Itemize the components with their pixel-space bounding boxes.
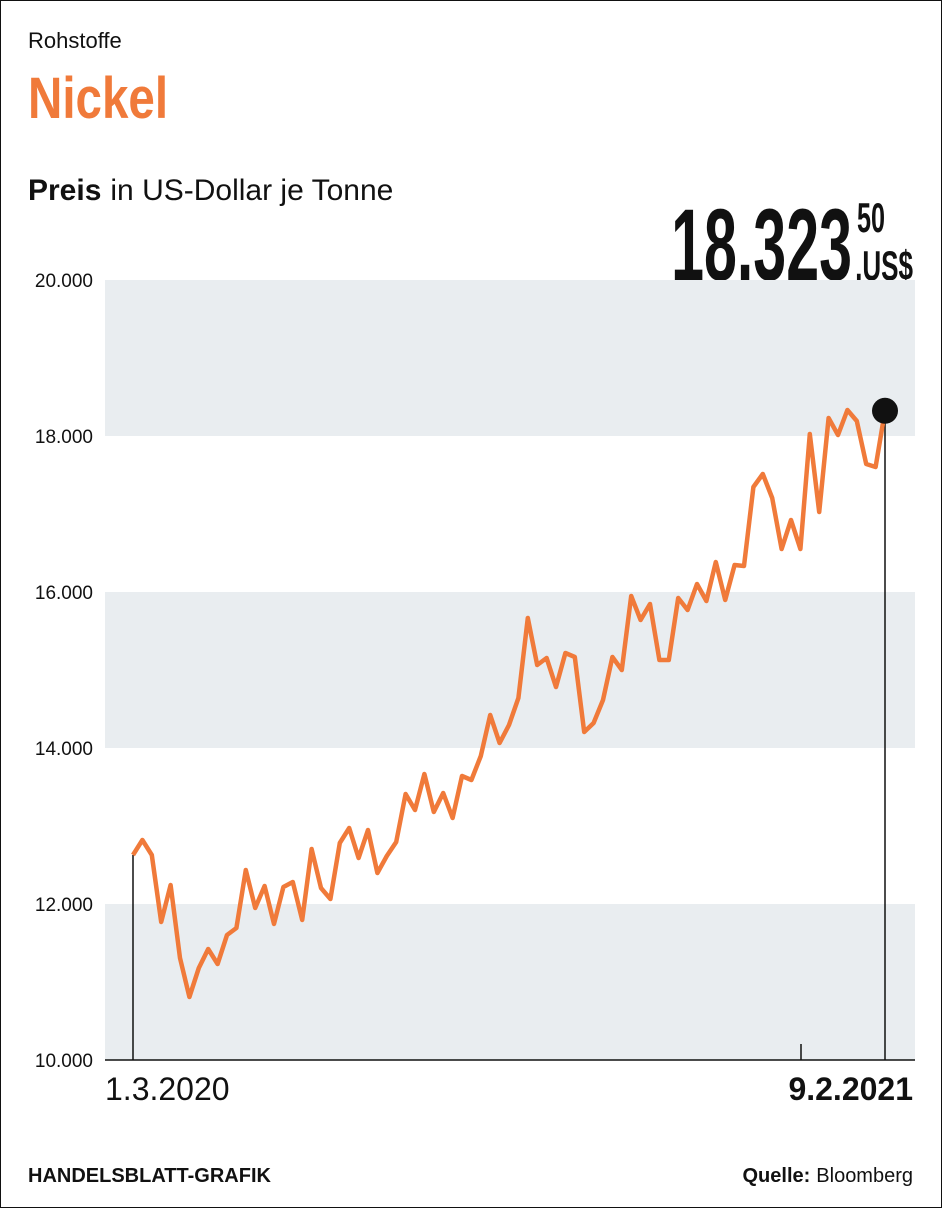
headline-cents: 50 (857, 196, 885, 242)
y-tick-label: 12.000 (35, 895, 93, 916)
y-tick-label: 14.000 (35, 739, 93, 760)
y-tick-label: 18.000 (35, 427, 93, 448)
x-tick-label: 9.2.2021 (788, 1071, 913, 1107)
credit: HANDELSBLATT-GRAFIK (28, 1165, 271, 1187)
source-label: Quelle: (742, 1165, 810, 1187)
y-tick-label: 10.000 (35, 1051, 93, 1072)
source: Quelle: Bloomberg (742, 1165, 913, 1187)
end-dot (872, 397, 898, 424)
plot: 10.000 12.000 14.000 16.000 18.000 20.000 1.3.… (35, 271, 915, 1107)
y-tick-label: 16.000 (35, 583, 93, 604)
chart-title: Nickel (28, 67, 168, 132)
subtitle-text: in US-Dollar je Tonne (110, 174, 393, 207)
grid-band (105, 904, 915, 1060)
y-tick-label: 20.000 (35, 271, 93, 292)
price-line (131, 407, 888, 1000)
source-name: Bloomberg (816, 1165, 913, 1187)
grid-band (105, 280, 915, 436)
subtitle: Preis in US-Dollar je Tonne (28, 174, 393, 207)
kicker: Rohstoffe (28, 28, 122, 53)
subtitle-bold: Preis (28, 174, 101, 207)
x-tick-label: 1.3.2020 (105, 1071, 230, 1107)
